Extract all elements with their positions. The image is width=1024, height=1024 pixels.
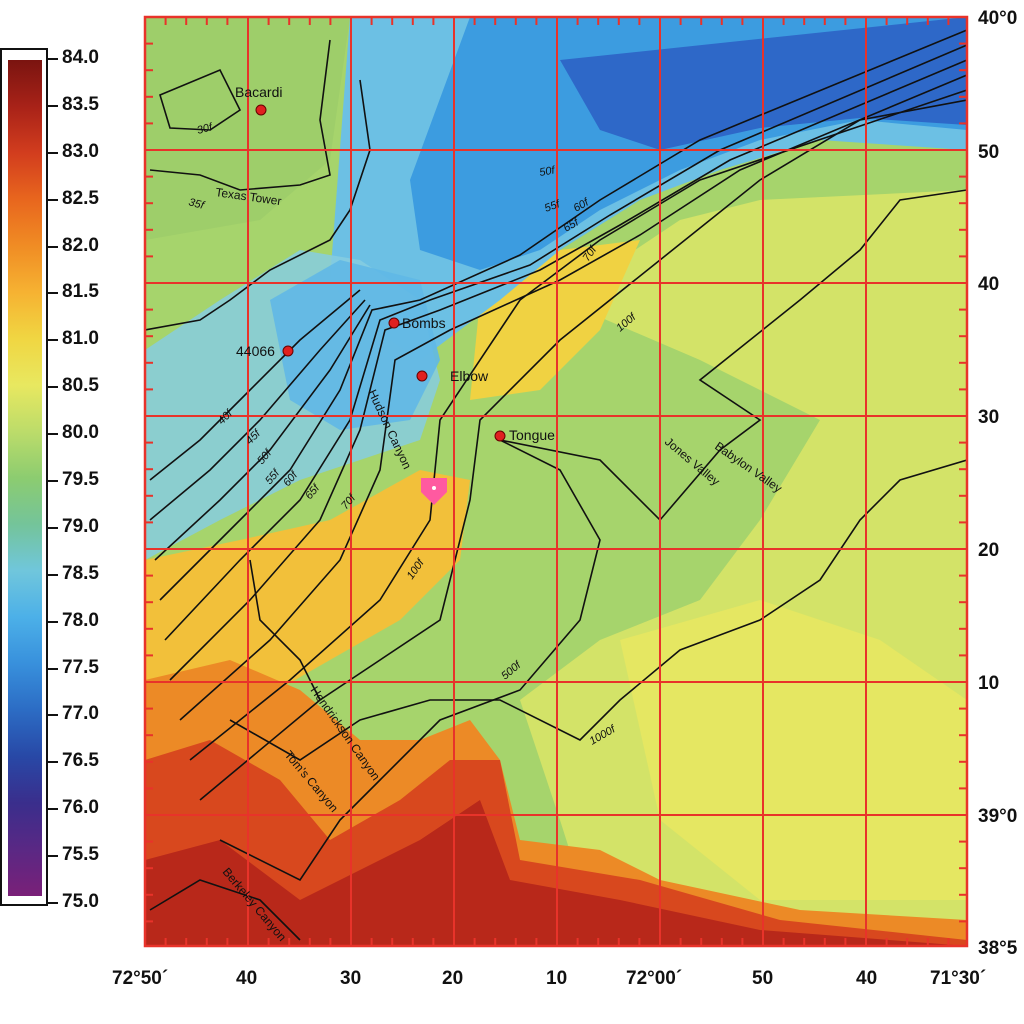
lon-label: 20 <box>442 968 464 989</box>
station-bombs-label: Bombs <box>402 315 446 331</box>
legend-tick <box>48 292 58 295</box>
lat-label: 30 <box>978 407 1000 428</box>
legend-tick <box>48 902 58 904</box>
legend-tick-label: 79.0 <box>62 515 99 537</box>
bathymetry-contours <box>145 29 967 941</box>
legend-tick-label: 78.5 <box>62 562 99 584</box>
contour-label: 55f <box>543 198 562 215</box>
lat-label: 39°0 <box>978 806 1018 827</box>
legend-tick-label: 76.0 <box>62 797 99 819</box>
legend-tick <box>48 104 58 107</box>
legend-tick <box>48 245 58 248</box>
legend-tick-label: 83.0 <box>62 140 99 162</box>
location-marker-icon[interactable] <box>421 478 447 505</box>
lat-label: 20 <box>978 540 1000 561</box>
lat-label: 50 <box>978 142 1000 163</box>
legend-tick <box>48 198 58 201</box>
location-marker-dot <box>432 486 436 490</box>
contour-label: 50f <box>538 164 556 179</box>
lon-label: 10 <box>546 968 568 989</box>
stations: Bacardi Bombs 44066 Elbow Tongue <box>235 84 555 443</box>
station-elbow-label: Elbow <box>450 368 489 384</box>
lat-label: 10 <box>978 673 1000 694</box>
legend-tick <box>48 714 58 717</box>
legend-tick-label: 82.0 <box>62 234 99 256</box>
legend-tick <box>48 620 58 623</box>
legend-tick <box>48 480 58 482</box>
legend-tick-label: 76.5 <box>62 750 99 772</box>
station-bacardi-label: Bacardi <box>235 84 282 100</box>
legend-tick <box>48 151 58 154</box>
legend-tick <box>48 526 58 529</box>
map-frame <box>143 15 969 948</box>
legend-tick-label: 84.0 <box>62 47 99 68</box>
legend-tick-label: 83.5 <box>62 93 99 115</box>
legend-tick <box>48 386 58 389</box>
legend-tick <box>48 808 58 811</box>
station-tongue-label: Tongue <box>509 427 555 443</box>
legend-tick <box>48 339 58 342</box>
lon-label: 72°00´ <box>626 968 683 989</box>
lat-label: 40°0 <box>978 8 1018 29</box>
lon-label: 71°30´ <box>930 968 987 989</box>
legend-gradient <box>8 60 42 896</box>
legend-tick <box>48 855 58 858</box>
legend-tick-label: 75.0 <box>62 891 99 912</box>
station-elbow-dot[interactable] <box>416 370 428 382</box>
lat-lon-grid <box>144 16 967 946</box>
legend-tick <box>48 573 58 576</box>
legend-color-bar <box>8 60 42 896</box>
legend-tick <box>48 667 58 670</box>
contour-label: 30f <box>196 121 215 137</box>
legend-tick-label: 75.5 <box>62 844 99 866</box>
legend-tick-label: 79.5 <box>62 469 99 490</box>
lon-label: 40 <box>856 968 878 989</box>
lon-label: 50 <box>752 968 774 989</box>
lon-label: 72°50´ <box>112 968 169 989</box>
legend-tick-label: 81.0 <box>62 328 99 350</box>
legend-tick <box>48 761 58 764</box>
legend-tick-label: 80.5 <box>62 375 99 397</box>
legend-tick-label: 77.0 <box>62 703 99 725</box>
lat-label: 40 <box>978 274 1000 295</box>
station-44066-label: 44066 <box>236 343 275 359</box>
station-bacardi-dot[interactable] <box>255 104 267 116</box>
lon-label: 40 <box>236 968 258 989</box>
legend-tick-label: 78.0 <box>62 609 99 631</box>
lat-label: 38°5 <box>978 938 1018 959</box>
legend-tick-label: 77.5 <box>62 656 99 678</box>
legend-tick-label: 80.0 <box>62 422 99 444</box>
color-legend <box>0 48 48 906</box>
station-bombs-dot[interactable] <box>388 317 400 329</box>
contour-label: 35f <box>187 196 206 212</box>
lon-label: 30 <box>340 968 362 989</box>
legend-tick-label: 82.5 <box>62 187 99 209</box>
station-tongue-dot[interactable] <box>494 430 506 442</box>
station-44066-dot[interactable] <box>282 345 294 357</box>
legend-tick <box>48 433 58 436</box>
legend-tick <box>48 58 58 60</box>
legend-tick-label: 81.5 <box>62 281 99 303</box>
